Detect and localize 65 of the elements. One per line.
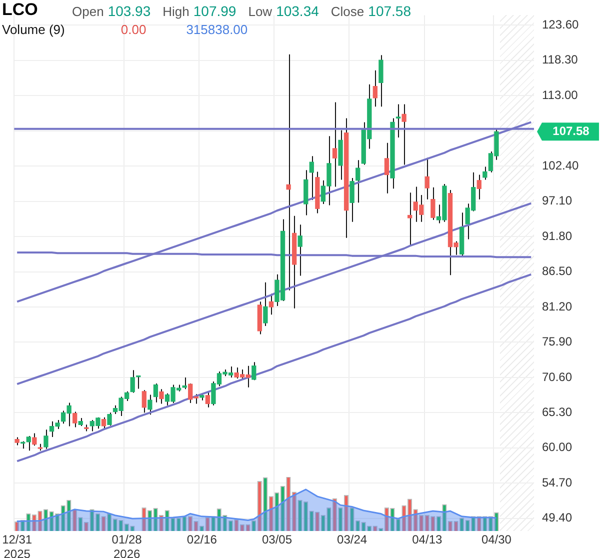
annotation: Close (330, 4, 364, 19)
annotation: 0.00 (120, 22, 146, 37)
candlestick (482, 166, 488, 180)
annotation: 315838.00 (186, 22, 248, 37)
candlestick (402, 104, 406, 166)
candlestick (205, 390, 210, 408)
annotation: 103.34 (276, 3, 319, 19)
candlestick (396, 104, 401, 138)
candlestick (72, 411, 78, 428)
annotation: Open (72, 4, 104, 19)
y-tick-label: 113.00 (542, 88, 578, 102)
chart-title: LCO (2, 0, 38, 20)
candlestick (430, 186, 436, 220)
candlestick (286, 54, 291, 291)
candlestick (130, 370, 135, 394)
x-tick-label: 12/31 2025 (2, 532, 32, 558)
candlestick (384, 142, 390, 194)
y-tick-label: 49.40 (542, 510, 572, 525)
y-tick-label: 91.80 (542, 228, 572, 243)
y-tick-label: 86.50 (542, 264, 572, 278)
annotation: Volume (9) (2, 22, 65, 37)
annotation: High (162, 4, 190, 19)
y-tick-label: 81.20 (542, 299, 572, 314)
candlestick (332, 102, 338, 188)
candlestick (159, 388, 164, 404)
y-tick-label: 65.30 (542, 405, 572, 419)
candlestick (476, 174, 482, 200)
annotation: 107.58 (368, 3, 411, 19)
x-tick-label: 01/28 2026 (112, 532, 142, 558)
candlestick (268, 293, 274, 316)
x-tick-label: 04/30 (481, 532, 512, 547)
y-tick-label: 54.70 (542, 475, 572, 490)
y-tick-label: 97.10 (542, 194, 572, 208)
candlestick (148, 394, 152, 416)
candlestick (32, 432, 37, 446)
x-tick-label: 03/24 (337, 532, 368, 547)
x-tick-label: 04/13 (412, 532, 442, 547)
x-tick-label: 03/05 (262, 532, 292, 547)
candlestick (356, 160, 360, 204)
candlestick (142, 390, 146, 414)
candlestick (107, 412, 112, 426)
x-tick-label: 02/16 (186, 532, 218, 547)
candlestick (424, 157, 430, 200)
y-tick-label: 70.60 (542, 370, 572, 384)
candlestick (263, 282, 268, 326)
y-tick-label: 60.00 (542, 440, 572, 454)
y-tick-label: 118.30 (542, 52, 578, 67)
candlestick (153, 382, 158, 403)
annotation: 103.93 (108, 3, 151, 19)
annotation: 107.99 (193, 3, 236, 19)
candlestick (252, 362, 256, 381)
y-tick-label: 75.90 (542, 334, 572, 349)
annotation: Low (248, 4, 272, 19)
text: 107.58 (552, 124, 590, 138)
candlestick (372, 70, 378, 108)
y-tick-label: 102.40 (542, 158, 580, 172)
candlestick (378, 54, 384, 108)
candlestick (44, 429, 48, 450)
candlestick (182, 376, 187, 390)
y-tick-label: 123.60 (542, 17, 580, 32)
candlestick (298, 224, 302, 276)
candlestick (350, 178, 354, 222)
candlestick (309, 156, 314, 200)
candlestick (407, 192, 412, 248)
candlestick (101, 416, 106, 430)
